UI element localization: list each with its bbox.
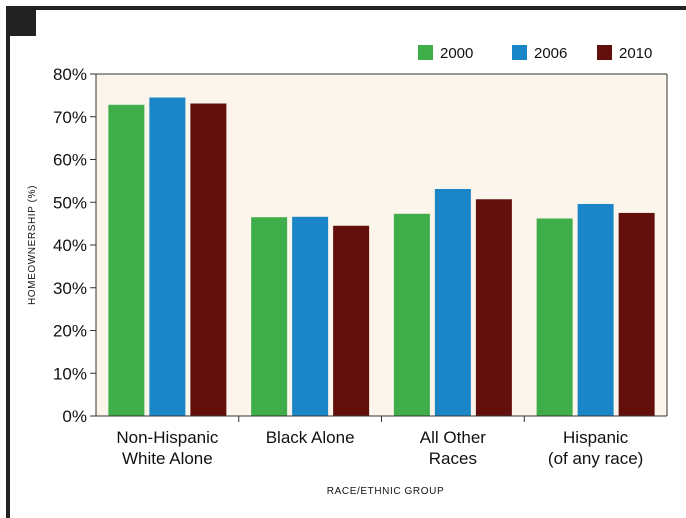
bar-2006	[434, 188, 471, 416]
y-tick-label: 10%	[53, 364, 87, 383]
x-category-label-line: White Alone	[122, 449, 213, 468]
legend-swatch-2000	[418, 45, 433, 60]
legend-swatch-2010	[597, 45, 612, 60]
legend-label-2006: 2006	[534, 45, 567, 62]
y-tick-label: 50%	[53, 193, 87, 212]
bar-2006	[149, 97, 186, 416]
y-tick-label: 60%	[53, 151, 87, 170]
x-axis-title: RACE/ETHNIC GROUP	[327, 486, 444, 497]
legend-label-2000: 2000	[440, 45, 473, 62]
corner-block	[6, 6, 36, 36]
y-ticks-group: 0% 10% 20% 30% 40% 50% 60% 70% 80%	[53, 65, 96, 426]
bar-2010	[333, 225, 370, 416]
x-labels-group: Non-Hispanic White Alone Black Alone All Ot…	[116, 428, 643, 468]
chart-frame	[6, 6, 686, 518]
x-category-label-line: Black Alone	[266, 428, 355, 447]
x-category-label: Hispanic (of any race)	[548, 428, 643, 468]
legend-swatch-2006	[512, 45, 527, 60]
bar-2006	[577, 203, 614, 416]
bars-group	[108, 97, 655, 416]
x-category-label: Black Alone	[266, 428, 355, 447]
bar-2006	[292, 216, 329, 416]
x-category-label-line: Races	[429, 449, 477, 468]
legend: 2000 2006 2010	[418, 45, 652, 62]
y-axis-title: HOMEOWNERSHIP (%)	[27, 185, 38, 305]
bar-2000	[251, 217, 288, 416]
y-tick-label: 0%	[62, 407, 87, 426]
bar-2010	[618, 212, 655, 416]
bar-2000	[393, 213, 430, 416]
bar-2000	[536, 218, 573, 416]
y-tick-label: 20%	[53, 322, 87, 341]
legend-label-2010: 2010	[619, 45, 652, 62]
x-category-label: All Other Races	[420, 428, 486, 468]
x-category-label-line: (of any race)	[548, 449, 643, 468]
x-category-label-line: Hispanic	[563, 428, 629, 447]
bar-2010	[475, 199, 512, 416]
bar-2010	[190, 103, 227, 416]
y-tick-label: 70%	[53, 108, 87, 127]
x-category-label-line: Non-Hispanic	[116, 428, 219, 447]
bar-2000	[108, 104, 145, 416]
x-category-label-line: All Other	[420, 428, 486, 447]
y-tick-label: 80%	[53, 65, 87, 84]
x-category-label: Non-Hispanic White Alone	[116, 428, 219, 468]
y-tick-label: 30%	[53, 279, 87, 298]
y-tick-label: 40%	[53, 236, 87, 255]
axes-group	[95, 73, 668, 422]
